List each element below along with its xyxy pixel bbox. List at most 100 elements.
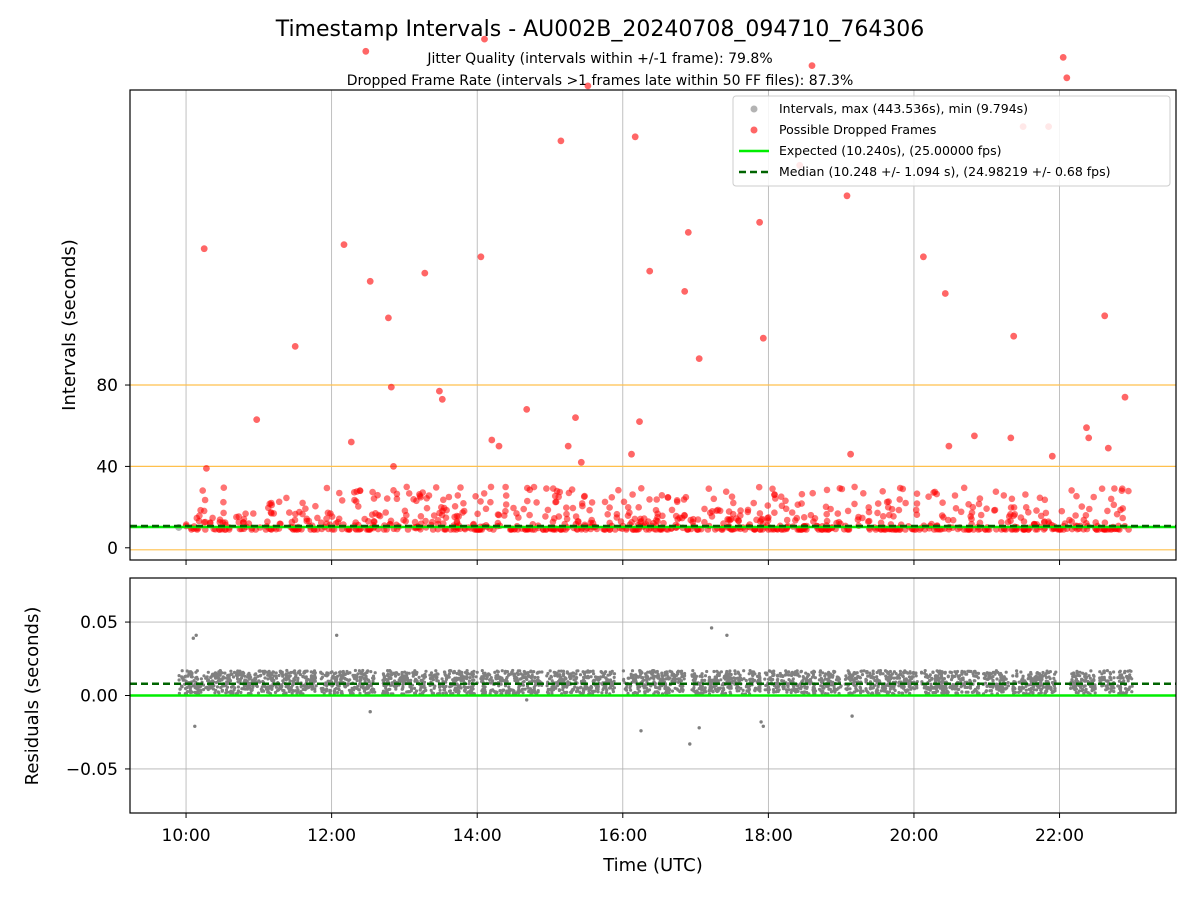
residual-point (865, 671, 869, 675)
dropped-frame-point (400, 516, 407, 524)
residual-point (703, 674, 708, 678)
dropped-frame-point (324, 509, 332, 517)
dropped-frame-point (628, 450, 635, 458)
residual-point (915, 680, 919, 684)
dropped-frame-point (624, 504, 632, 511)
dropped-frame-point (403, 483, 411, 491)
residual-point (837, 677, 842, 681)
residual-point (767, 690, 771, 695)
dropped-frame-point (376, 512, 384, 520)
residual-point (635, 691, 639, 695)
residual-point (876, 685, 880, 689)
residual-point (645, 689, 649, 693)
residual-point (400, 687, 404, 691)
residual-point (986, 677, 990, 681)
dropped-frame-point (434, 517, 442, 524)
residual-point (976, 676, 981, 680)
residual-point (260, 689, 264, 693)
residual-point (1082, 684, 1086, 689)
dropped-frame-point (523, 406, 531, 413)
dropped-frame-point (913, 500, 921, 507)
residual-point (984, 690, 988, 694)
residual-point (314, 684, 318, 688)
residual-point (728, 677, 732, 681)
residual-point (1102, 669, 1106, 673)
dropped-frame-point (737, 512, 744, 519)
dropped-frame-point (1004, 518, 1012, 526)
residual-point (240, 687, 244, 691)
residual-point (654, 685, 658, 690)
dropped-frame-point (879, 513, 887, 520)
residual-point (1128, 673, 1132, 677)
dropped-frame-point (438, 504, 445, 511)
dropped-frame-point (1104, 507, 1111, 515)
residual-point (495, 669, 499, 673)
residual-point (335, 681, 339, 685)
dropped-frame-point (368, 511, 376, 518)
residual-point (178, 687, 182, 691)
residual-point (511, 689, 516, 693)
dropped-frame-point (777, 493, 785, 501)
residual-point (928, 678, 932, 682)
residual-point (584, 685, 589, 690)
residual-point (818, 670, 822, 674)
residual-point (486, 672, 491, 676)
residual-point (895, 676, 899, 680)
residual-point (667, 690, 671, 695)
residual-point (511, 668, 515, 673)
residual-point (590, 685, 594, 690)
intervals-y-axis-label: Intervals (seconds) (59, 239, 80, 411)
dropped-frame-point (860, 490, 867, 497)
residual-point (1082, 691, 1086, 695)
residual-point (423, 672, 427, 677)
residual-point (505, 691, 509, 695)
residual-point (955, 669, 960, 674)
residual-point (301, 687, 305, 692)
residual-point (817, 678, 822, 682)
dropped-frame-point (638, 485, 645, 492)
residual-point (1035, 671, 1039, 675)
residual-point (386, 669, 390, 673)
residual-point (801, 678, 805, 683)
residual-point (1045, 685, 1049, 689)
residual-point (601, 688, 605, 692)
residual-point (924, 673, 929, 677)
residual-point (296, 678, 300, 682)
residual-point (402, 674, 406, 678)
residual-point (1050, 690, 1055, 694)
residual-point (875, 670, 879, 675)
residual-point (292, 679, 296, 684)
residual-point (1033, 675, 1037, 680)
residual-point (775, 689, 780, 693)
residual-point (1093, 687, 1097, 691)
residual-point (350, 686, 354, 691)
legend-label-dropped: Possible Dropped Frames (779, 122, 936, 137)
residual-point (328, 688, 332, 693)
residual-point (229, 669, 233, 673)
residual-point (251, 685, 255, 690)
dropped-frame-point (362, 47, 370, 55)
residual-point (194, 686, 198, 690)
dropped-frame-point (755, 483, 763, 491)
dropped-frame-point (601, 498, 609, 506)
residual-point (502, 688, 506, 692)
dropped-frame-point (302, 505, 309, 512)
dropped-frame-point (286, 509, 293, 516)
residual-point (837, 686, 841, 690)
residual-point (285, 668, 289, 673)
residual-point (556, 683, 560, 687)
residual-point (748, 669, 752, 673)
residual-point (720, 683, 724, 687)
residual-point (244, 678, 248, 682)
residual-point (177, 691, 181, 695)
residual-point (795, 687, 799, 691)
residual-point (796, 672, 800, 676)
dropped-frame-point (581, 492, 588, 500)
residual-point (643, 691, 647, 695)
residual-point (319, 677, 323, 681)
residual-point (776, 674, 780, 678)
residual-point (1073, 688, 1077, 692)
dropped-frame-point (374, 491, 381, 499)
residual-point (832, 670, 836, 675)
residual-point (892, 676, 896, 680)
